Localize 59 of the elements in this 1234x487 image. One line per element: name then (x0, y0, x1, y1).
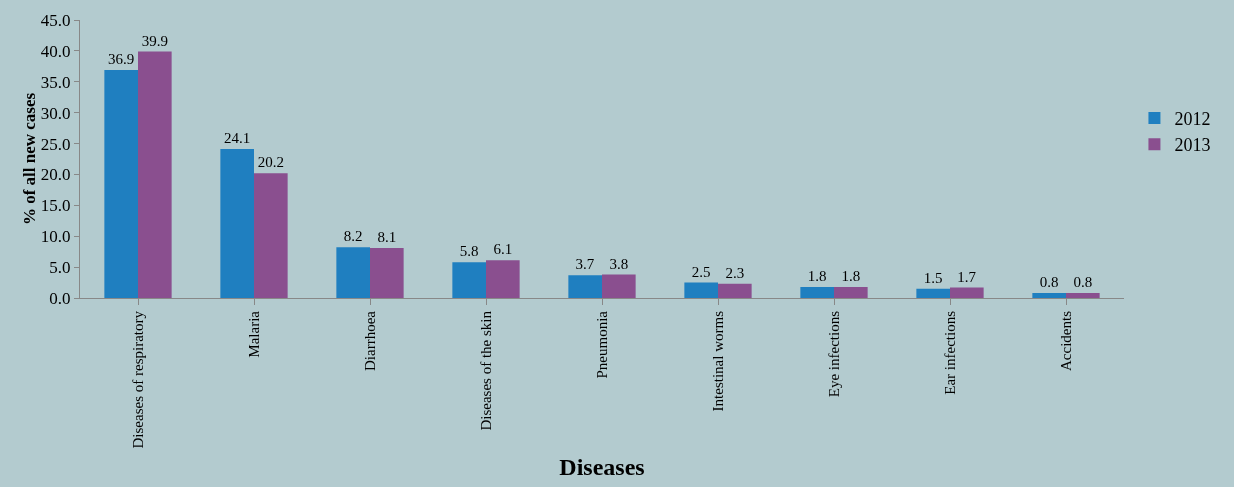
bar (950, 287, 984, 298)
data-label: 1.5 (923, 269, 943, 286)
x-tick-label: Ear infections (941, 310, 958, 395)
x-tick-label: Malaria (245, 310, 262, 358)
bar (602, 274, 636, 298)
data-label: 0.8 (1039, 274, 1059, 291)
x-tick-label: Pneumonia (593, 310, 610, 379)
data-label: 36.9 (108, 51, 135, 68)
bar (138, 51, 172, 298)
y-tick-label: 10.0 (40, 227, 71, 247)
bar (370, 247, 404, 298)
bar (800, 286, 834, 298)
x-tick-label: Eye infections (825, 310, 842, 398)
data-label: 1.8 (841, 267, 861, 284)
bar (1066, 293, 1100, 298)
data-label: 2.3 (725, 264, 745, 281)
data-label: 3.8 (609, 255, 629, 272)
x-tick-label: Accidents (1057, 310, 1074, 371)
legend-label: 2013 (1174, 135, 1211, 156)
data-label: 5.8 (459, 243, 479, 260)
data-label: 8.2 (343, 228, 363, 245)
x-axis-title: Diseases (559, 453, 645, 480)
bar (834, 286, 868, 298)
bar (452, 262, 486, 298)
data-label: 3.7 (575, 256, 595, 273)
data-label: 0.8 (1073, 274, 1093, 291)
bar (220, 149, 254, 298)
y-tick-label: 45.0 (40, 10, 71, 30)
data-label: 1.8 (807, 267, 827, 284)
bar (254, 173, 288, 298)
bar (568, 275, 602, 298)
bar (718, 283, 752, 298)
data-label: 24.1 (224, 130, 251, 147)
bar (336, 247, 370, 298)
bar (1032, 293, 1066, 298)
bar (916, 288, 950, 298)
x-tick-label: Intestinal worms (709, 310, 726, 412)
data-label: 1.7 (957, 268, 977, 285)
legend-label: 2012 (1174, 108, 1211, 129)
data-label: 8.1 (377, 228, 397, 245)
y-tick-label: 25.0 (40, 134, 71, 154)
x-tick-label: Diseases of respiratory (129, 310, 146, 449)
data-label: 39.9 (141, 32, 168, 49)
data-label: 2.5 (691, 263, 711, 280)
y-tick-label: 20.0 (40, 165, 71, 185)
x-tick-label: Diarrhoea (361, 310, 378, 371)
bar (684, 282, 718, 298)
y-tick-label: 15.0 (40, 196, 71, 216)
data-label: 20.2 (257, 154, 284, 171)
y-tick-label: 30.0 (40, 103, 71, 123)
bar (486, 260, 520, 298)
bar (104, 70, 138, 298)
data-label: 6.1 (493, 241, 513, 258)
y-tick-label: 40.0 (40, 41, 71, 61)
y-axis-title: % of all new cases (19, 92, 39, 226)
y-tick-label: 0.0 (49, 288, 71, 308)
y-tick-label: 5.0 (49, 258, 71, 278)
x-tick-label: Diseases of the skin (477, 310, 494, 431)
y-tick-label: 35.0 (40, 72, 71, 92)
